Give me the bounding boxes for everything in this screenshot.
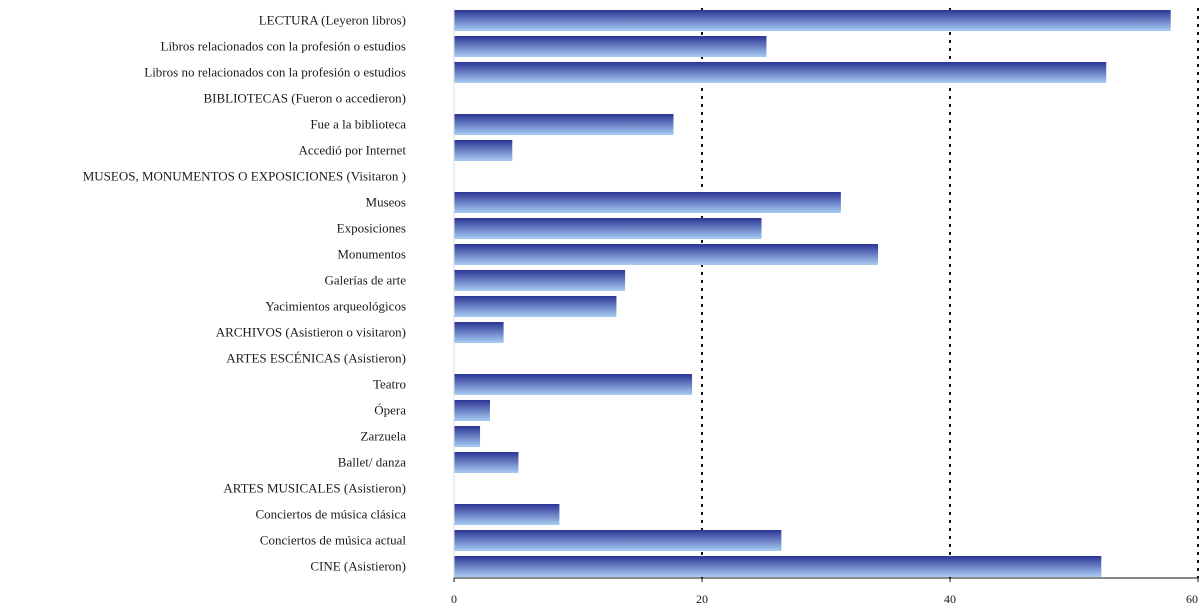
category-label: Teatro [373, 377, 406, 392]
category-label: Conciertos de música actual [260, 533, 407, 548]
category-label: MUSEOS, MONUMENTOS O EXPOSICIONES (Visit… [83, 169, 406, 184]
category-label: ARTES MUSICALES (Asistieron) [223, 481, 406, 496]
category-label: LECTURA (Leyeron libros) [259, 13, 406, 28]
category-label: Museos [366, 195, 406, 210]
category-label: Fue a la biblioteca [310, 117, 406, 132]
bar [454, 452, 519, 473]
bar [454, 556, 1102, 577]
bar [454, 504, 560, 525]
bar [454, 36, 767, 57]
category-label: ARCHIVOS (Asistieron o visitaron) [216, 325, 406, 340]
bar [454, 218, 762, 239]
category-label: Zarzuela [361, 429, 407, 444]
bar [454, 322, 504, 343]
bar [454, 244, 879, 265]
bar [454, 140, 513, 161]
bar [454, 400, 490, 421]
x-tick-label: 60 [1186, 592, 1198, 606]
bar [454, 62, 1107, 83]
category-label: Galerías de arte [324, 273, 406, 288]
category-label: Ópera [374, 403, 406, 418]
x-tick-label: 20 [696, 592, 708, 606]
bar [454, 270, 626, 291]
category-label: ARTES ESCÉNICAS (Asistieron) [226, 351, 406, 366]
category-label: Yacimientos arqueológicos [265, 299, 406, 314]
category-label: BIBLIOTECAS (Fueron o accedieron) [203, 91, 406, 106]
category-label: Conciertos de música clásica [255, 507, 406, 522]
bar [454, 114, 674, 135]
x-tick-label: 0 [451, 592, 457, 606]
bar [454, 530, 782, 551]
category-label: CINE (Asistieron) [310, 559, 406, 574]
bar [454, 10, 1171, 31]
bar [454, 374, 693, 395]
category-label: Libros relacionados con la profesión o e… [161, 39, 407, 54]
x-tick-label: 40 [944, 592, 956, 606]
bar [454, 426, 481, 447]
category-label: Monumentos [337, 247, 406, 262]
category-label: Exposiciones [337, 221, 406, 236]
bar [454, 296, 617, 317]
bars [454, 10, 1171, 577]
grid-lines [701, 8, 1199, 578]
category-label: Libros no relacionados con la profesión … [144, 65, 406, 80]
category-label: Accedió por Internet [298, 143, 406, 158]
bar [454, 192, 841, 213]
category-label: Ballet/ danza [338, 455, 406, 470]
x-axis: 0 20 40 60 [451, 8, 1199, 606]
category-labels: LECTURA (Leyeron libros) Libros relaciona… [83, 13, 407, 574]
